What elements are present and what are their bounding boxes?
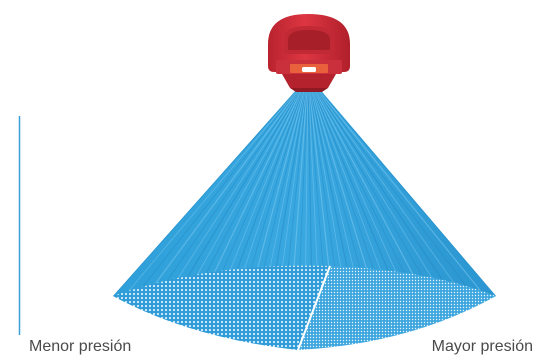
spray-streak: [311, 81, 472, 308]
spray-streak: [311, 81, 489, 301]
spray-streak: [137, 81, 306, 308]
high-pressure-label: Mayor presión: [431, 338, 533, 355]
spray-streak: [129, 81, 305, 304]
spray-footprint: [113, 265, 496, 351]
spray-streak: [145, 81, 306, 312]
spray-streak: [113, 81, 305, 297]
footprint-coarse-droplets: [113, 265, 330, 350]
footprint-fine-droplets: [298, 266, 496, 350]
spray-streak: [311, 81, 496, 297]
spray-streak: [310, 81, 455, 315]
spray-streak: [121, 81, 305, 301]
spray-nozzle-icon: [268, 14, 350, 92]
low-pressure-label: Menor presión: [29, 338, 132, 355]
spray-streak: [310, 81, 464, 312]
spray-streak: [311, 81, 480, 304]
spray-streak: [154, 81, 306, 315]
footprint-divider: [297, 265, 331, 351]
